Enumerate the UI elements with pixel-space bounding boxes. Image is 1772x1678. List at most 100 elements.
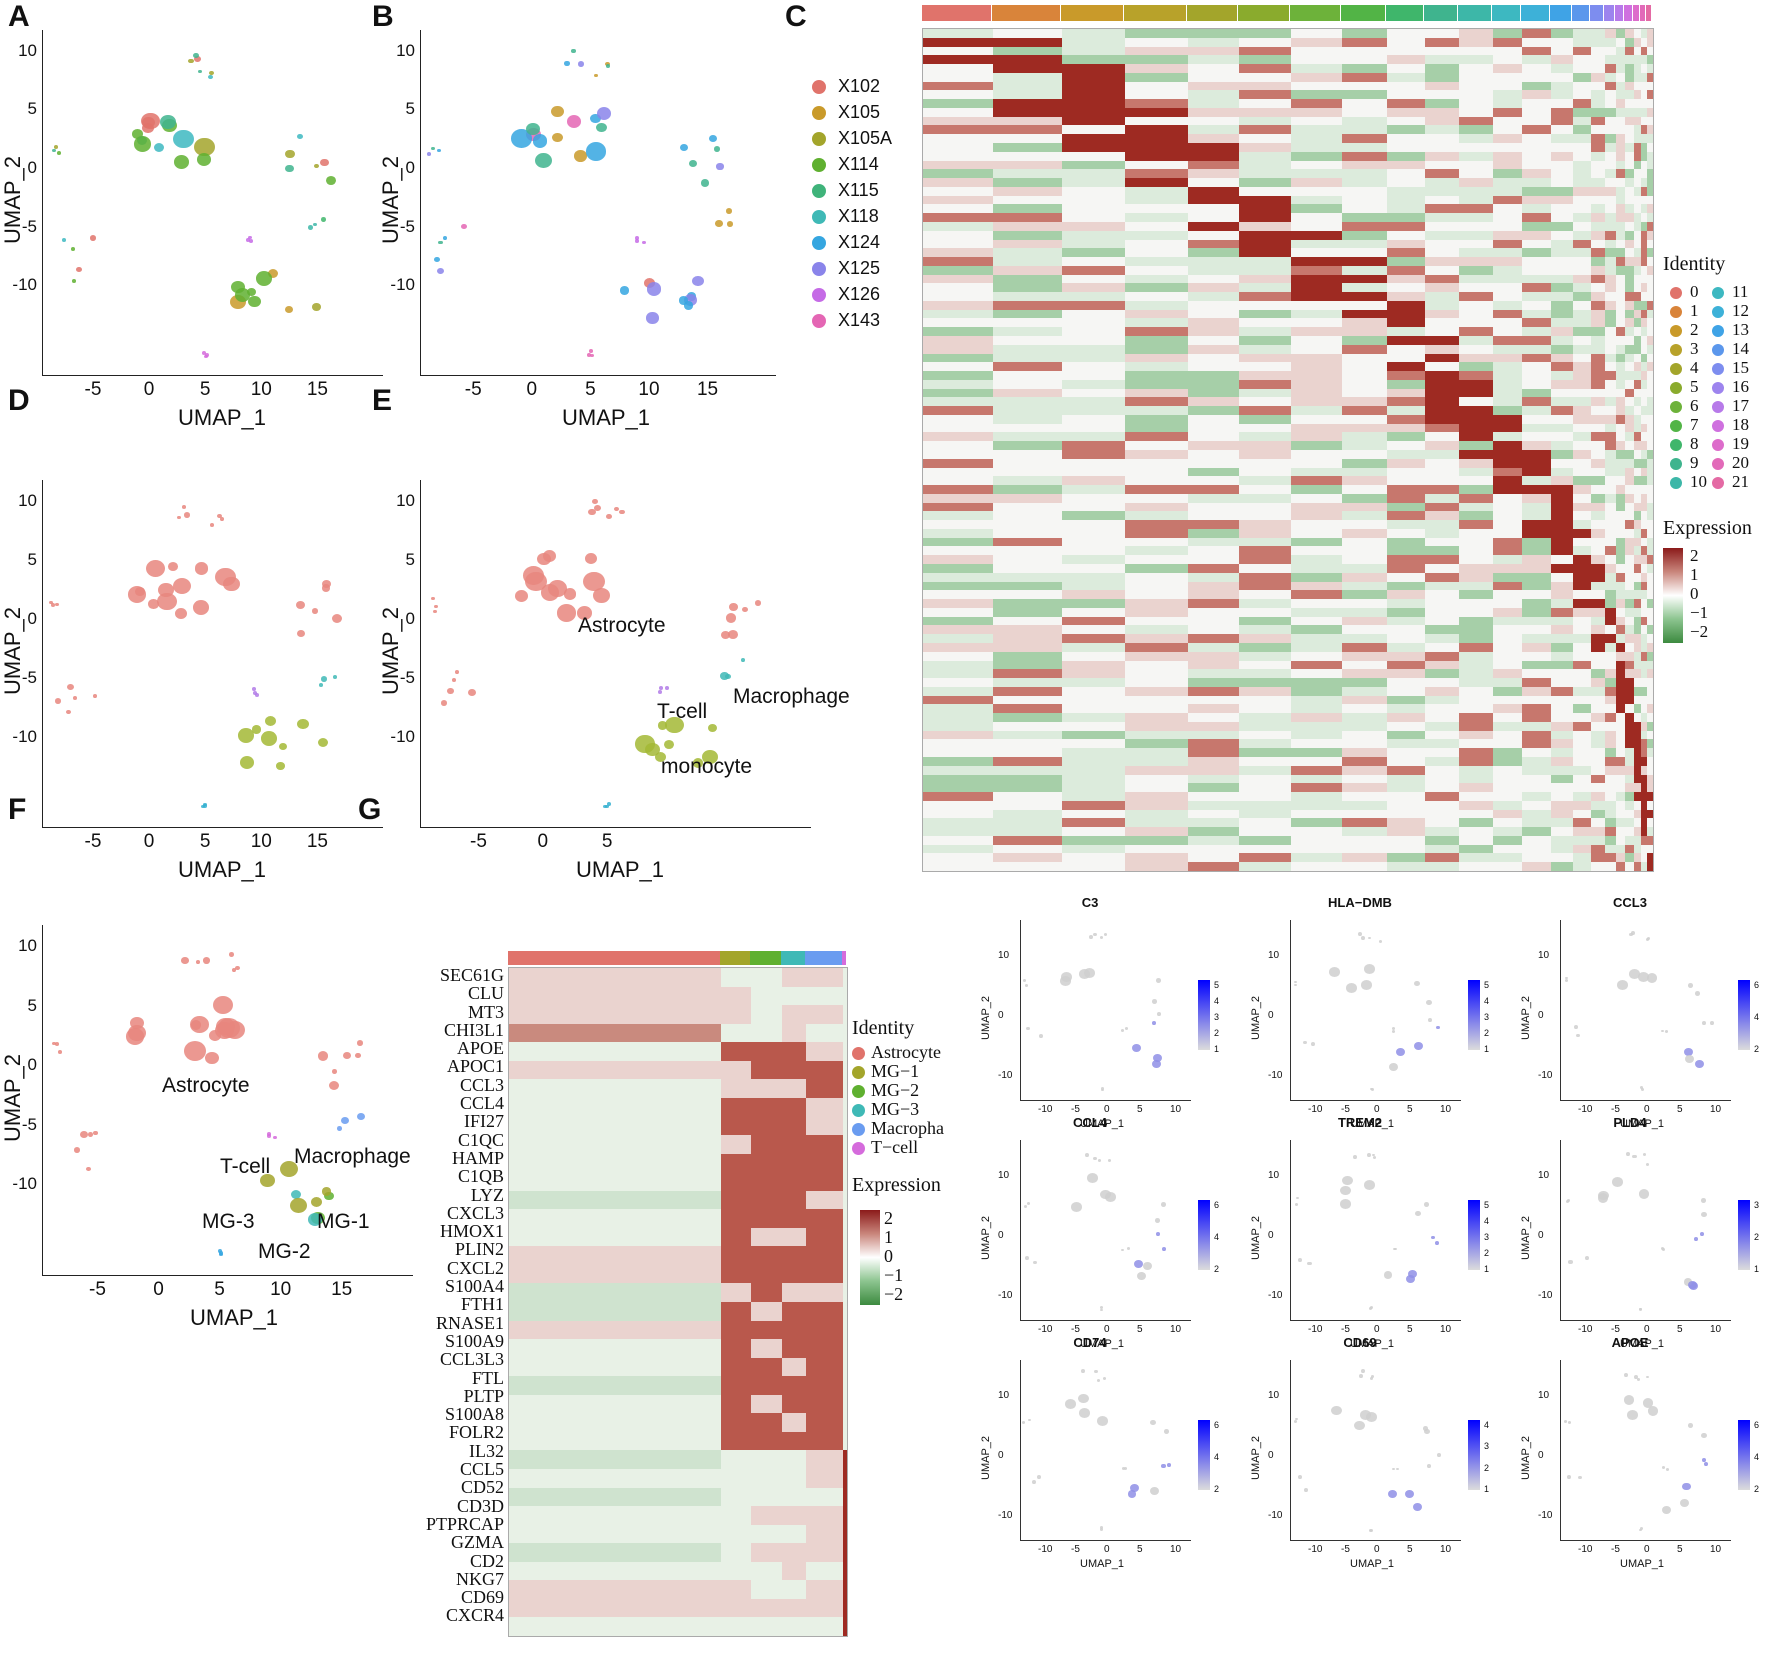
heatmap-cell (1187, 37, 1240, 48)
heatmap-cell (1615, 116, 1625, 126)
heatmap-cell (1124, 64, 1188, 74)
heatmap-cell (1124, 160, 1188, 170)
heatmap-cell (1342, 678, 1388, 688)
heatmap-cell (1187, 862, 1240, 871)
heatmap-cell (923, 292, 993, 302)
heatmap-cell (1591, 195, 1605, 205)
heatmap-cell (1342, 64, 1388, 74)
umap-axes (420, 30, 776, 376)
heatmap-cell (1633, 81, 1641, 91)
heatmap-cell (1604, 493, 1616, 504)
heatmap-cell (1615, 572, 1625, 583)
heatmap-cell (1624, 800, 1634, 811)
heatmap-cell (1591, 99, 1605, 109)
heatmap-cell (992, 467, 1063, 477)
heatmap-cell (1573, 178, 1592, 188)
heatmap-cell (1492, 160, 1522, 170)
cell-cluster-dot (55, 602, 60, 607)
heatmap-cell (1573, 862, 1592, 871)
heatmap-column (1550, 29, 1575, 871)
colorbar-label: 4 (1214, 1452, 1220, 1462)
heatmap-cell (1239, 485, 1291, 495)
heatmap-cell (1459, 432, 1493, 442)
heatmap-cell (1624, 581, 1634, 591)
expression-dot (1661, 1029, 1665, 1033)
identity-bar-segment (805, 951, 842, 965)
heatmap-cell (1640, 756, 1648, 767)
heatmap-cell (1647, 669, 1653, 679)
heatmap-cell (1604, 265, 1616, 276)
heatmap-cell (1124, 37, 1188, 48)
heatmap-cell (1187, 774, 1240, 784)
heatmap-cell (751, 1153, 782, 1173)
heatmap-cell (1615, 362, 1625, 372)
heatmap-cell (1647, 90, 1653, 100)
heatmap-cell (1604, 835, 1616, 846)
heatmap-cell (720, 986, 752, 1006)
heatmap-cell (1521, 774, 1551, 784)
heatmap-cell (1187, 441, 1240, 451)
heatmap-cell (1633, 520, 1641, 530)
heatmap-cell (1615, 274, 1625, 284)
heatmap-cell (1624, 774, 1634, 784)
legend-label: 3 (1690, 339, 1699, 358)
heatmap-cell (1573, 704, 1592, 714)
heatmap-cell (1550, 248, 1574, 258)
heatmap-cell (1633, 590, 1641, 600)
heatmap-cell (1615, 756, 1625, 767)
heatmap-cell (1633, 616, 1641, 626)
heatmap-cell (1624, 590, 1634, 600)
heatmap-cell (1624, 493, 1634, 504)
heatmap-cell (1633, 546, 1641, 556)
umap-axes (42, 30, 383, 376)
heatmap-cell (1239, 511, 1291, 521)
heatmap-cell (1647, 37, 1653, 48)
heatmap-cell (1640, 116, 1648, 126)
cell-cluster-dot (260, 1174, 275, 1187)
cell-cluster-dot (468, 688, 477, 697)
heatmap-cell (1124, 248, 1188, 258)
heatmap-cell (1591, 397, 1605, 407)
heatmap-cell (1640, 450, 1648, 460)
heatmap-cell (1640, 125, 1648, 135)
identity-bar-segment (1289, 5, 1341, 21)
heatmap-cell (1387, 204, 1426, 214)
cell-cluster-dot (447, 687, 454, 694)
heatmap-cell (1604, 300, 1616, 311)
heatmap-cell (1239, 134, 1291, 144)
heatmap-cell (1062, 783, 1125, 793)
heatmap-cell (992, 809, 1063, 819)
heatmap-cell (509, 1135, 721, 1155)
heatmap-cell (1647, 265, 1653, 276)
heatmap-cell (992, 388, 1063, 398)
heatmap-cell (720, 1394, 752, 1414)
heatmap-cell (509, 1394, 721, 1414)
heatmap-cell (1633, 730, 1641, 740)
heatmap-cell (1239, 81, 1291, 91)
heatmap-cell (1492, 151, 1522, 162)
heatmap-cell (1492, 844, 1522, 854)
heatmap-cell (1239, 581, 1291, 591)
heatmap-cell (1459, 493, 1493, 504)
heatmap-cell (1521, 204, 1551, 214)
heatmap-cell (1187, 827, 1240, 837)
expression-dot (1633, 1375, 1638, 1379)
x-axis-title: UMAP_1 (1080, 1338, 1125, 1350)
heatmap-cell (1640, 748, 1648, 758)
legend-swatch (812, 158, 826, 173)
heatmap-cell (1387, 581, 1426, 591)
heatmap-cell (1647, 327, 1653, 337)
heatmap-cell (1633, 669, 1641, 679)
heatmap-cell (1647, 371, 1653, 381)
heatmap-cell (1124, 371, 1188, 381)
heatmap-cell (992, 756, 1063, 767)
heatmap-cell (1647, 248, 1653, 258)
heatmap-cell (842, 1617, 847, 1636)
expression-dot (1092, 932, 1097, 937)
identity-legend-item: 6 (1670, 396, 1699, 416)
cell-cluster-dot (79, 1130, 88, 1139)
heatmap-cell (1239, 783, 1291, 793)
heatmap-cell (1550, 388, 1574, 398)
heatmap-column (1647, 29, 1653, 871)
heatmap-cell (1640, 590, 1648, 600)
